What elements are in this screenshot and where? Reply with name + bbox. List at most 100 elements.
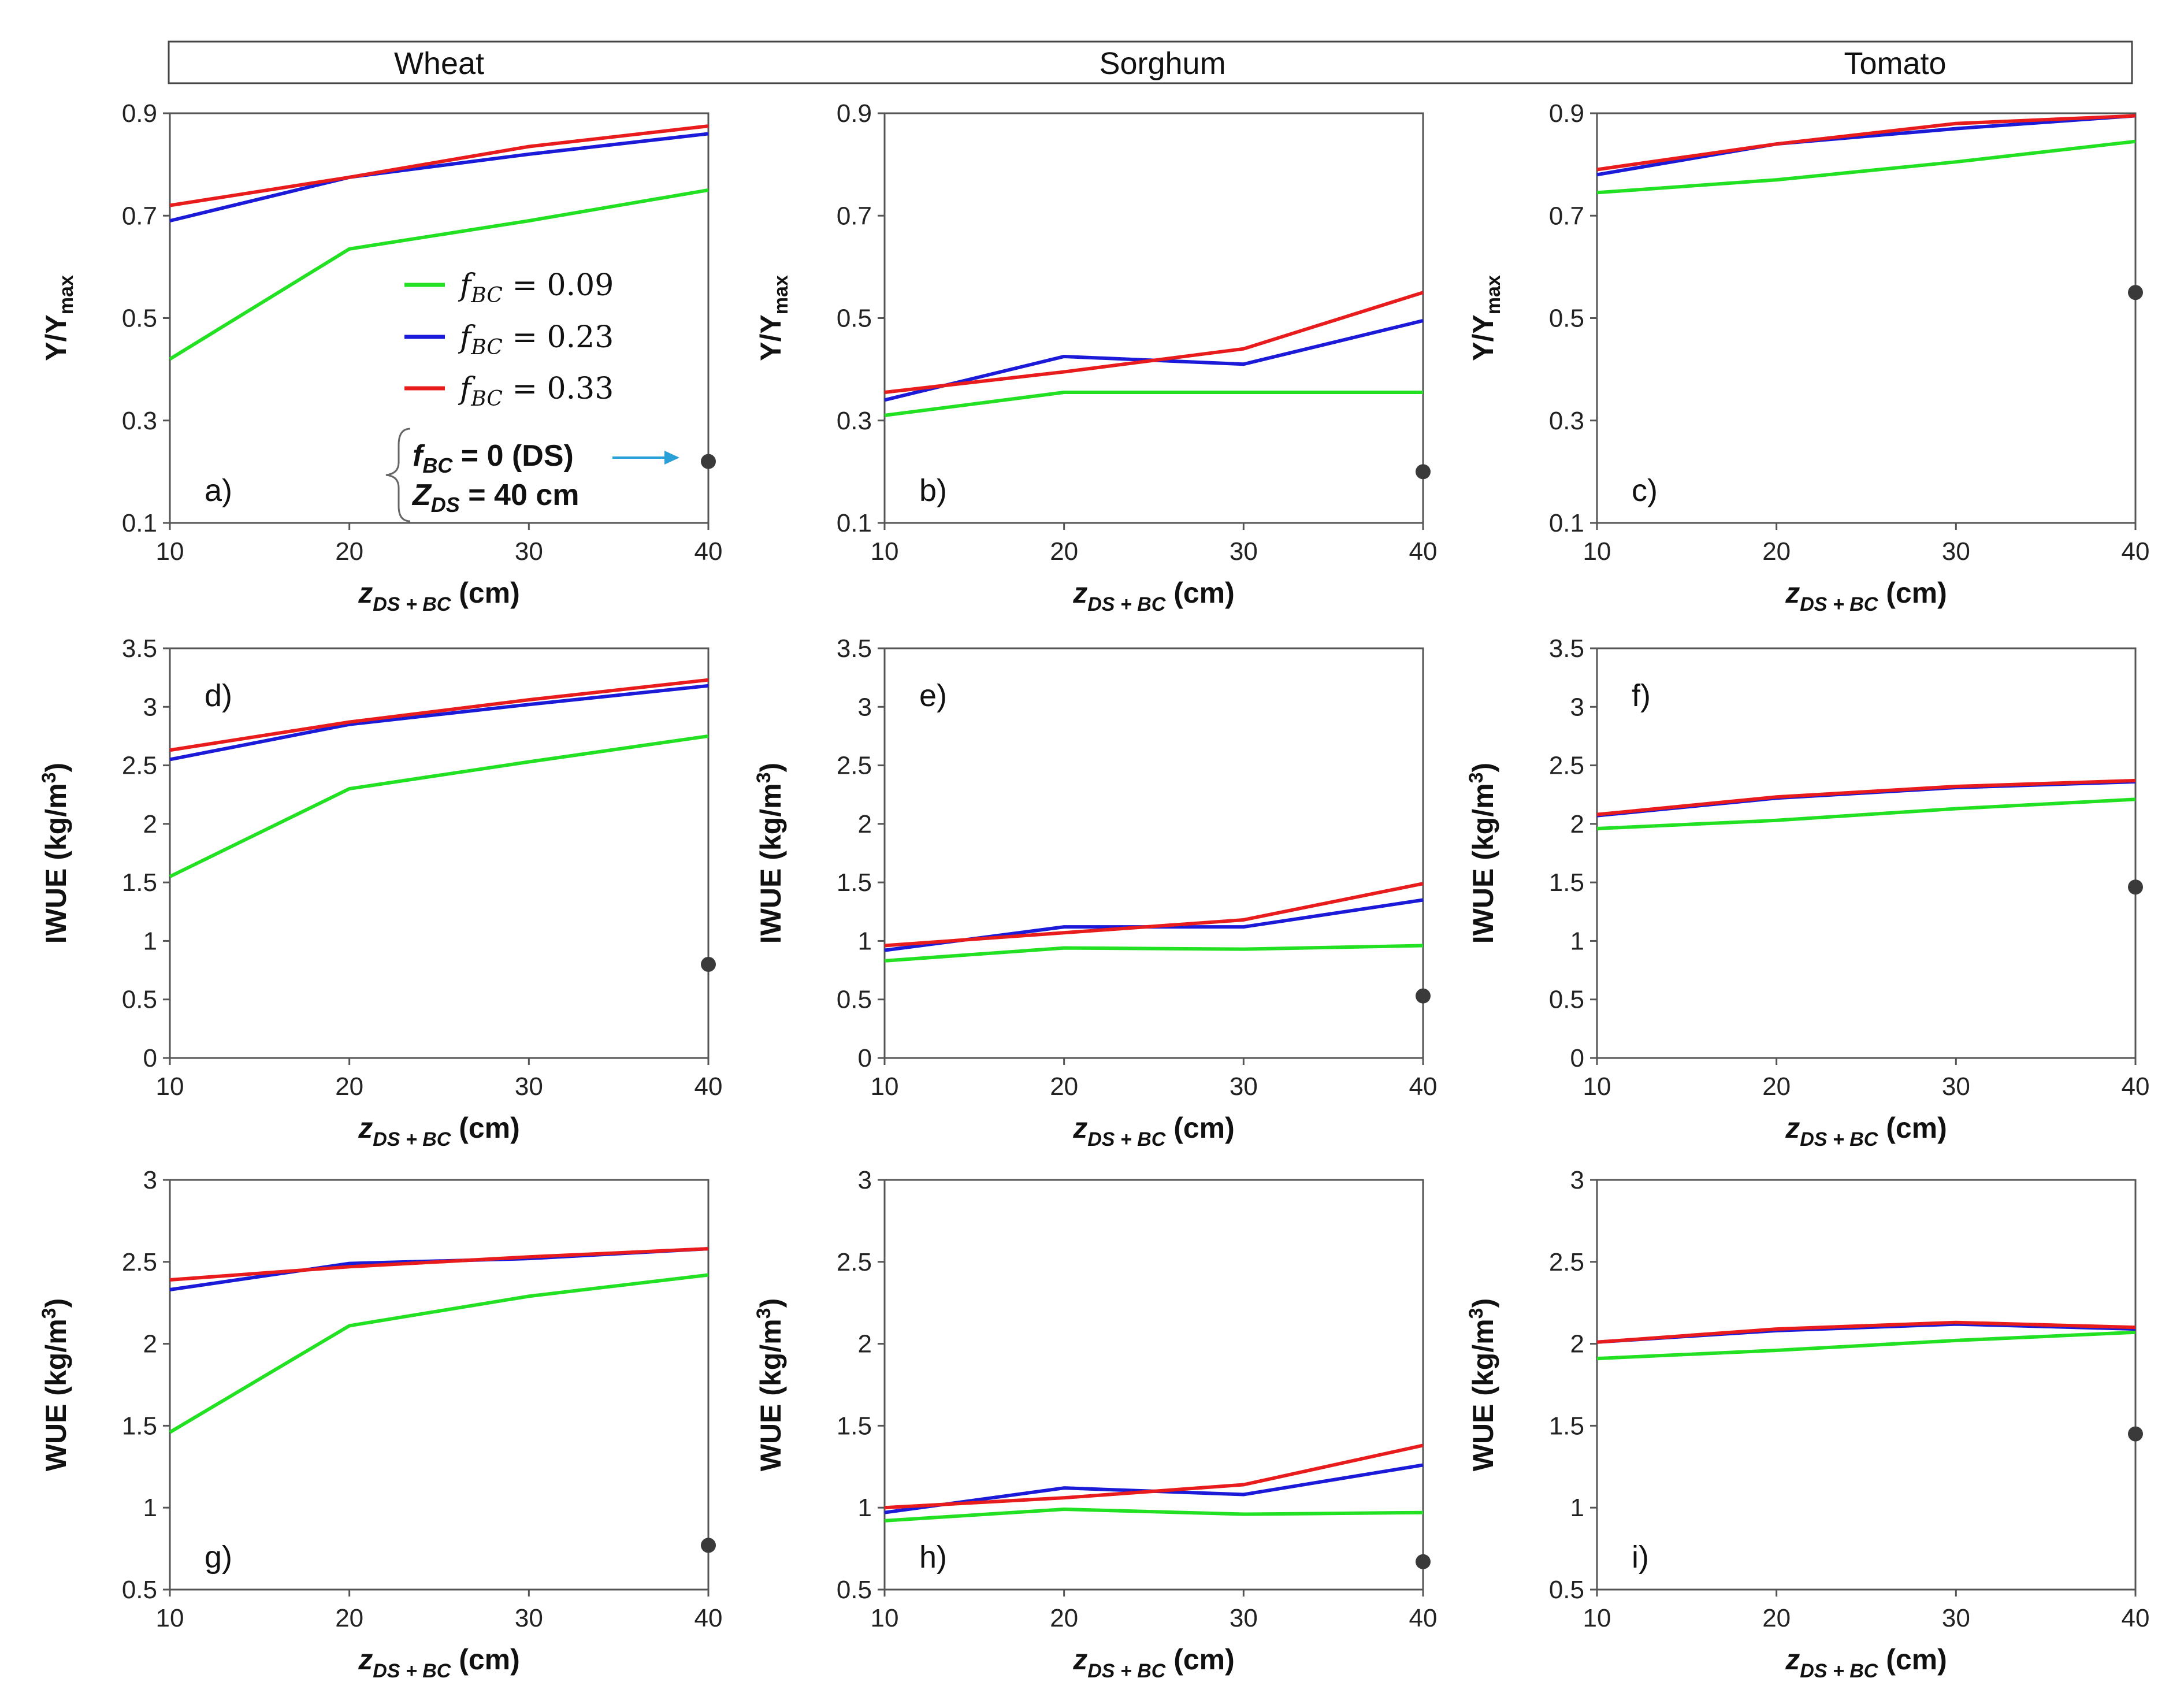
x-tick-label: 40 (1409, 1072, 1438, 1101)
panel-h: 0.5 1 1.5 2 2.5 3 10 20 30 40 zDS + BC (cm) WUE (kg… (753, 1166, 1437, 1682)
x-tick-label: 30 (1942, 537, 1970, 566)
x-axis-label: zDS + BC (cm) (358, 1643, 520, 1682)
legend-label-green: fBC = 0.09 (458, 268, 614, 307)
x-tick-label: 20 (1050, 537, 1078, 566)
x-tick-label: 20 (1762, 1072, 1791, 1101)
x-tick-label: 20 (1762, 537, 1791, 566)
y-tick-label: 2.5 (837, 1248, 872, 1276)
x-tick-label: 30 (1942, 1604, 1970, 1632)
crop-label-wheat: Wheat (394, 46, 484, 81)
x-axis-label: zDS + BC (cm) (1785, 577, 1947, 615)
y-tick-label: 1 (1570, 927, 1584, 955)
y-tick-label: 0.7 (1549, 202, 1584, 230)
y-tick-label: 0.5 (1549, 1576, 1584, 1604)
y-tick-label: 3 (143, 1166, 157, 1194)
y-tick-label: 0.9 (122, 99, 157, 128)
x-tick-label: 40 (694, 537, 723, 566)
panel-label: g) (205, 1540, 232, 1575)
y-tick-label: 1 (1570, 1494, 1584, 1522)
x-tick-label: 40 (2122, 537, 2150, 566)
series-line-green (169, 188, 709, 361)
plot-frame (169, 1179, 710, 1591)
y-axis-label: WUE (kg/m3) (38, 1298, 72, 1471)
x-tick-label: 10 (871, 537, 899, 566)
crop-header-box (168, 40, 2133, 84)
y-tick-label: 3 (1570, 1166, 1584, 1194)
y-tick-label: 3.5 (122, 634, 157, 663)
x-axis-label: zDS + BC (cm) (358, 1112, 520, 1150)
series-line-blue (169, 132, 709, 223)
y-tick-label: 0.9 (1549, 99, 1584, 128)
y-tick-label: 3 (858, 1166, 872, 1194)
y-tick-label: 1 (858, 927, 872, 955)
series-line-green (1596, 139, 2136, 195)
panel-label: f) (1632, 678, 1651, 713)
y-tick-label: 2.5 (837, 752, 872, 780)
series-line-green (884, 944, 1424, 963)
x-axis-label: zDS + BC (cm) (1072, 1643, 1235, 1682)
panel-i: 0.5 1 1.5 2 2.5 3 10 20 30 40 zDS + BC (cm) WUE (kg… (1465, 1166, 2149, 1682)
x-tick-label: 10 (871, 1604, 899, 1632)
y-tick-label: 0.5 (1549, 305, 1584, 333)
y-tick-label: 0.5 (837, 305, 872, 333)
x-tick-label: 20 (1762, 1604, 1791, 1632)
series-line-red (884, 291, 1424, 394)
ds-marker (701, 454, 716, 469)
series-line-red (1596, 114, 2136, 172)
x-tick-label: 30 (515, 1072, 543, 1101)
panel-label: c) (1632, 473, 1658, 508)
y-tick-label: 2.5 (122, 752, 157, 780)
y-tick-label: 3 (143, 693, 157, 721)
ds-marker (1416, 464, 1431, 480)
plot-frame (883, 1179, 1424, 1591)
panel-d: 0 0.5 1 1.5 2 2.5 3 3.5 10 20 30 40 zDS + BC (cm) IWU… (38, 634, 722, 1150)
ds-marker (1416, 988, 1431, 1004)
panel-label: b) (919, 473, 947, 508)
y-tick-label: 1.5 (122, 868, 157, 897)
plot-frame (1596, 647, 2137, 1059)
y-tick-label: 1 (143, 1494, 157, 1522)
y-tick-label: 1.5 (837, 868, 872, 897)
ds-marker (2128, 285, 2143, 300)
x-tick-label: 10 (156, 1604, 184, 1632)
y-tick-label: 0.7 (122, 202, 157, 230)
y-axis-label: IWUE (kg/m3) (1465, 763, 1499, 944)
panel-b: 0.1 0.3 0.5 0.7 0.9 10 20 30 40 zDS + BC (cm) Y/Ym… (755, 99, 1437, 615)
series-line-blue (1596, 114, 2136, 177)
x-tick-label: 40 (1409, 537, 1438, 566)
panel-label: i) (1632, 1540, 1649, 1575)
y-tick-label: 0 (1570, 1044, 1584, 1072)
y-tick-label: 2 (143, 1330, 157, 1358)
panel-g: 0.5 1 1.5 2 2.5 3 10 20 30 40 zDS + BC (cm) WUE (kg… (38, 1166, 722, 1682)
y-tick-label: 0.1 (122, 509, 157, 537)
y-tick-label: 1 (143, 927, 157, 955)
ds-marker (1416, 1554, 1431, 1569)
series-line-green (169, 1273, 709, 1434)
x-tick-label: 40 (694, 1604, 723, 1632)
ds-marker (701, 1538, 716, 1553)
x-tick-label: 30 (515, 537, 543, 566)
x-tick-label: 20 (335, 1604, 363, 1632)
y-tick-label: 2 (858, 810, 872, 838)
panel-label: d) (205, 678, 232, 713)
x-tick-label: 10 (156, 1072, 184, 1101)
y-tick-label: 2 (1570, 810, 1584, 838)
legend: fBC = 0.09 fBC = 0.23 fBC = 0.33 fBC = 0… (385, 268, 679, 522)
legend-label-blue: fBC = 0.23 (458, 320, 614, 359)
x-tick-label: 10 (1583, 1604, 1611, 1632)
y-tick-label: 0.9 (837, 99, 872, 128)
y-tick-label: 3 (1570, 693, 1584, 721)
panel-a: 0.1 0.3 0.5 0.7 0.9 10 20 30 40 zDS + BC (cm) Y/Ym… (40, 99, 722, 615)
y-tick-label: 1.5 (1549, 1412, 1584, 1440)
y-axis-label: WUE (kg/m3) (1465, 1298, 1499, 1471)
y-tick-label: 0.5 (122, 1576, 157, 1604)
y-tick-label: 0 (143, 1044, 157, 1072)
panel-e: 0 0.5 1 1.5 2 2.5 3 3.5 10 20 30 40 zDS + BC (cm) IWU… (753, 634, 1437, 1150)
y-tick-label: 0.7 (837, 202, 872, 230)
series-line-blue (884, 1463, 1424, 1514)
y-tick-label: 0.3 (837, 407, 872, 435)
y-tick-label: 0.5 (837, 1576, 872, 1604)
series-line-red (1596, 1320, 2136, 1344)
x-tick-label: 20 (335, 1072, 363, 1101)
